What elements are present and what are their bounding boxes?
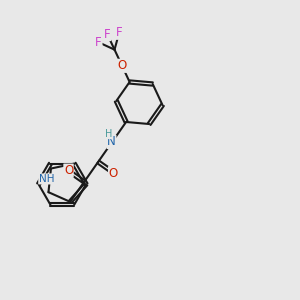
Text: H: H xyxy=(105,129,112,139)
Text: O: O xyxy=(117,59,127,72)
Text: F: F xyxy=(104,28,111,40)
Text: O: O xyxy=(109,167,118,180)
Text: F: F xyxy=(116,26,122,39)
Text: NH: NH xyxy=(39,174,54,184)
Text: N: N xyxy=(107,136,116,148)
Text: O: O xyxy=(64,164,73,177)
Text: F: F xyxy=(95,36,102,49)
